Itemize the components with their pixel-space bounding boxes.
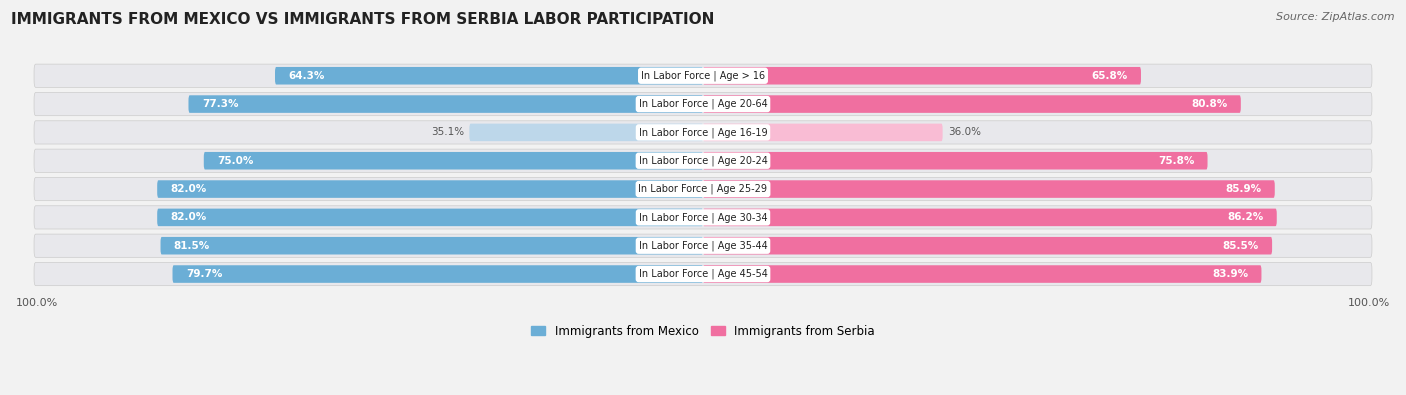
Text: In Labor Force | Age 16-19: In Labor Force | Age 16-19 bbox=[638, 127, 768, 137]
Text: In Labor Force | Age 20-24: In Labor Force | Age 20-24 bbox=[638, 156, 768, 166]
FancyBboxPatch shape bbox=[276, 67, 703, 85]
FancyBboxPatch shape bbox=[703, 124, 942, 141]
FancyBboxPatch shape bbox=[34, 149, 1372, 172]
Text: 64.3%: 64.3% bbox=[288, 71, 325, 81]
Text: 85.5%: 85.5% bbox=[1223, 241, 1258, 251]
Text: In Labor Force | Age 45-54: In Labor Force | Age 45-54 bbox=[638, 269, 768, 279]
FancyBboxPatch shape bbox=[470, 124, 703, 141]
FancyBboxPatch shape bbox=[34, 177, 1372, 201]
FancyBboxPatch shape bbox=[204, 152, 703, 169]
FancyBboxPatch shape bbox=[34, 206, 1372, 229]
FancyBboxPatch shape bbox=[703, 265, 1261, 283]
Legend: Immigrants from Mexico, Immigrants from Serbia: Immigrants from Mexico, Immigrants from … bbox=[526, 320, 880, 342]
FancyBboxPatch shape bbox=[703, 180, 1275, 198]
Text: In Labor Force | Age 20-64: In Labor Force | Age 20-64 bbox=[638, 99, 768, 109]
Text: 85.9%: 85.9% bbox=[1225, 184, 1261, 194]
FancyBboxPatch shape bbox=[703, 237, 1272, 254]
FancyBboxPatch shape bbox=[34, 262, 1372, 286]
FancyBboxPatch shape bbox=[34, 234, 1372, 257]
Text: 75.8%: 75.8% bbox=[1159, 156, 1194, 166]
Text: 80.8%: 80.8% bbox=[1191, 99, 1227, 109]
Text: Source: ZipAtlas.com: Source: ZipAtlas.com bbox=[1277, 12, 1395, 22]
Text: 75.0%: 75.0% bbox=[217, 156, 253, 166]
Text: 35.1%: 35.1% bbox=[430, 128, 464, 137]
Text: IMMIGRANTS FROM MEXICO VS IMMIGRANTS FROM SERBIA LABOR PARTICIPATION: IMMIGRANTS FROM MEXICO VS IMMIGRANTS FRO… bbox=[11, 12, 714, 27]
Text: 83.9%: 83.9% bbox=[1212, 269, 1249, 279]
FancyBboxPatch shape bbox=[34, 64, 1372, 87]
Text: 79.7%: 79.7% bbox=[186, 269, 222, 279]
FancyBboxPatch shape bbox=[188, 95, 703, 113]
Text: 82.0%: 82.0% bbox=[170, 213, 207, 222]
Text: In Labor Force | Age > 16: In Labor Force | Age > 16 bbox=[641, 70, 765, 81]
Text: 81.5%: 81.5% bbox=[174, 241, 209, 251]
Text: 36.0%: 36.0% bbox=[948, 128, 981, 137]
Text: 77.3%: 77.3% bbox=[202, 99, 238, 109]
FancyBboxPatch shape bbox=[34, 92, 1372, 116]
Text: In Labor Force | Age 30-34: In Labor Force | Age 30-34 bbox=[638, 212, 768, 223]
FancyBboxPatch shape bbox=[703, 95, 1241, 113]
FancyBboxPatch shape bbox=[34, 121, 1372, 144]
FancyBboxPatch shape bbox=[703, 209, 1277, 226]
FancyBboxPatch shape bbox=[703, 67, 1142, 85]
FancyBboxPatch shape bbox=[160, 237, 703, 254]
FancyBboxPatch shape bbox=[157, 209, 703, 226]
Text: 65.8%: 65.8% bbox=[1091, 71, 1128, 81]
FancyBboxPatch shape bbox=[703, 152, 1208, 169]
FancyBboxPatch shape bbox=[157, 180, 703, 198]
FancyBboxPatch shape bbox=[173, 265, 703, 283]
Text: In Labor Force | Age 25-29: In Labor Force | Age 25-29 bbox=[638, 184, 768, 194]
Text: 86.2%: 86.2% bbox=[1227, 213, 1264, 222]
Text: In Labor Force | Age 35-44: In Labor Force | Age 35-44 bbox=[638, 241, 768, 251]
Text: 82.0%: 82.0% bbox=[170, 184, 207, 194]
